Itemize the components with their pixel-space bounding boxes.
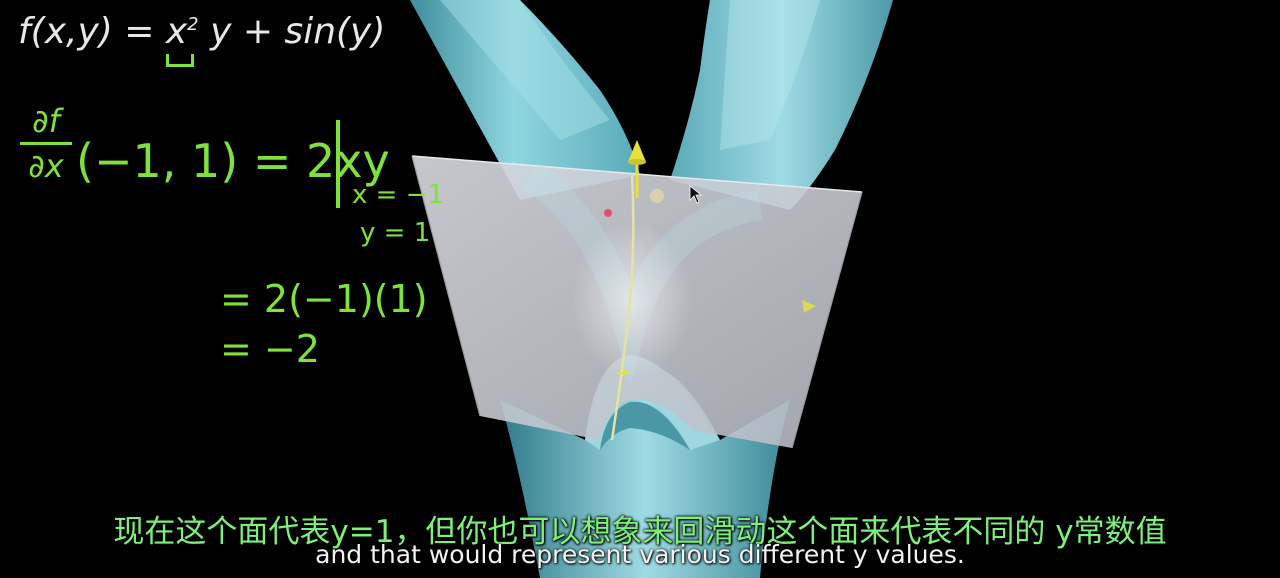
partial-numerator: ∂f xyxy=(32,102,60,140)
evaluation-bar xyxy=(336,120,340,208)
calc-step-2: = −2 xyxy=(220,327,320,371)
function-definition-head: f(x,y) = x xyxy=(18,11,188,52)
function-exponent: 2 xyxy=(187,14,199,35)
partial-denominator: ∂x xyxy=(28,147,64,185)
arrow-cursor-icon xyxy=(689,185,703,204)
red-point-icon xyxy=(604,209,612,217)
surface-upper-right xyxy=(670,0,893,210)
partial-derivative-expression: (−1, 1) = 2xy xyxy=(76,134,390,188)
surface-upper-left xyxy=(410,0,640,200)
intersection-curve xyxy=(610,174,635,441)
function-definition-tail: y + sin(y) xyxy=(210,11,386,52)
partial-derivative-fraction: ∂f ∂x xyxy=(20,102,72,185)
calc-step-1: = 2(−1)(1) xyxy=(220,277,428,321)
subtitle-english: and that would represent various differe… xyxy=(315,540,965,569)
subtitle-chinese: 现在这个面代表y=1，但你也可以想象来回滑动这个面来代表不同的 y常数值 xyxy=(113,514,1167,550)
x-squared-underbracket xyxy=(166,54,194,67)
surface-lower xyxy=(500,360,790,578)
evaluation-y: y = 1 xyxy=(360,218,431,248)
tangent-arrow-icon xyxy=(628,140,646,198)
evaluation-x: x = −1 xyxy=(352,180,445,210)
fraction-bar xyxy=(20,142,72,145)
function-definition: f(x,y) = x2 y + sin(y) xyxy=(18,14,385,50)
